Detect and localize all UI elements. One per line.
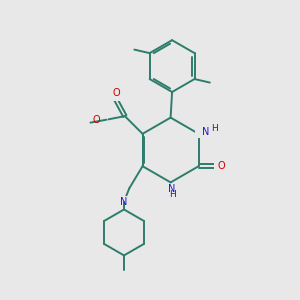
Text: N: N xyxy=(202,127,210,137)
Text: H: H xyxy=(211,124,218,133)
Text: O: O xyxy=(92,115,100,125)
Bar xyxy=(164,184,180,195)
Text: O: O xyxy=(112,88,120,98)
Bar xyxy=(111,90,122,101)
Text: N: N xyxy=(168,184,176,194)
Text: O: O xyxy=(218,161,225,171)
Bar xyxy=(195,127,211,138)
Bar xyxy=(119,196,129,207)
Text: H: H xyxy=(169,190,176,199)
Bar xyxy=(214,161,225,172)
Text: N: N xyxy=(120,196,128,206)
Bar xyxy=(97,114,107,125)
